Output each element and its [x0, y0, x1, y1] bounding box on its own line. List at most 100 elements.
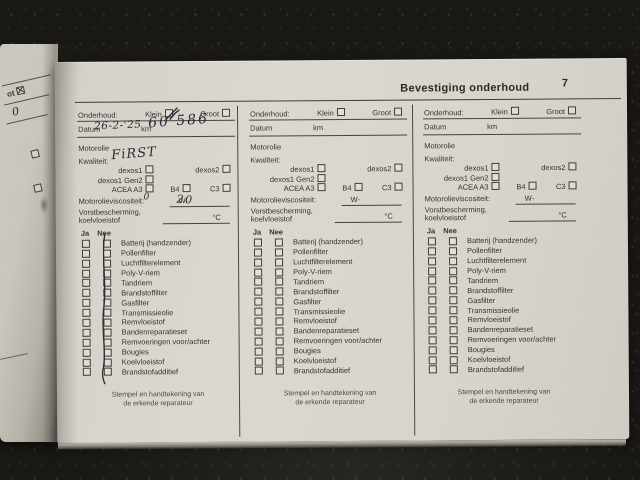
celsius-label: °C	[384, 211, 393, 221]
ja-checkbox	[428, 355, 437, 364]
checklist-item-label: Batterij (handzender)	[292, 237, 364, 247]
ja-checkbox	[254, 317, 263, 326]
dexos1-checkbox	[317, 164, 326, 173]
ja-checkbox	[82, 318, 91, 327]
c3-option: C3	[382, 182, 408, 192]
nee-label: Nee	[443, 226, 457, 236]
nee-checkbox	[275, 366, 284, 375]
checklist-item-label: Brandstoffilter	[467, 285, 514, 295]
handwritten-klein-checkmark	[165, 107, 180, 120]
motorolie-label: Motorolie	[78, 143, 110, 153]
left-page-handwritten-mark: 0	[10, 104, 21, 119]
klein-label: Klein	[491, 107, 508, 117]
ja-checkbox	[254, 258, 263, 267]
checklist-item-label: Remvloeistof	[293, 316, 337, 326]
ja-checkbox	[254, 357, 263, 366]
b4-option: B4	[326, 182, 363, 193]
acea-a3-checkbox	[317, 183, 326, 192]
klein-option: Klein	[491, 107, 519, 117]
checklist-item-label: Koelvloeistof	[121, 357, 165, 367]
checklist-item-label: Transmissieolie	[293, 306, 346, 316]
coolant-row: Vorstbescherming, koelvloeistof °C	[424, 204, 582, 223]
ja-checkbox	[82, 368, 91, 377]
checklist-item-label: Bandenreparatieset	[293, 326, 360, 336]
checklist-item-label: Bandenreparatieset	[121, 327, 188, 337]
stamp-line1: Stempel en handtekening van	[457, 388, 551, 397]
groot-label: Groot	[372, 108, 392, 118]
groot-option: Groot	[546, 106, 577, 116]
checklist-item-label: Transmissieolie	[467, 305, 520, 315]
dexos1-checkbox	[145, 165, 154, 174]
column-divider	[236, 105, 241, 437]
viscosity-row: Motorolieviscositeit: W-	[78, 195, 236, 207]
left-page-checkbox	[30, 149, 40, 159]
nee-checkbox	[275, 307, 284, 316]
checklist-item-label: Pollenfilter	[120, 248, 157, 258]
celsius-write-line: °C	[508, 210, 576, 222]
b4-label: B4	[516, 182, 526, 192]
w-label: W-	[178, 196, 189, 206]
nee-checkbox	[275, 267, 284, 276]
datum-row: Datum km	[77, 121, 235, 137]
ja-checkbox	[82, 269, 91, 278]
page-header: Bevestiging onderhoud	[355, 77, 575, 97]
checklist-item-label: Gasfilter	[467, 295, 496, 305]
viscosity-label: Motorolieviscositeit:	[424, 193, 491, 203]
acea-row: ACEA A3 B4 C3	[250, 182, 408, 194]
ja-checkbox	[254, 307, 263, 316]
ja-nee-header: Ja Nee	[253, 226, 408, 236]
stamp-line2: de erkende reparateur	[123, 399, 193, 408]
checklist-item-label: Koelvloeistof	[467, 354, 511, 365]
c3-option: C3	[556, 181, 582, 191]
klein-label: Klein	[145, 110, 162, 120]
nee-checkbox	[275, 317, 284, 326]
nee-checkbox	[275, 277, 284, 286]
spine-shadow	[42, 44, 78, 444]
acea-a3-label: ACEA A3	[457, 182, 489, 192]
dexos1-option: dexos1	[77, 165, 154, 175]
checklist-item-label: Bougies	[467, 345, 495, 355]
ja-checkbox	[428, 276, 437, 285]
checklist-item-label: Poly-V-riem	[467, 265, 506, 276]
coolant-label: Vorstbescherming, koelvloeistof	[250, 206, 313, 224]
viscosity-write-line: W-	[341, 194, 402, 206]
checklist-item-label: Tandriem	[121, 278, 153, 288]
nee-checkbox	[449, 345, 458, 354]
ja-checkbox	[82, 259, 91, 268]
celsius-write-line: °C	[162, 212, 230, 225]
viscosity-row: Motorolieviscositeit: W-	[250, 194, 408, 206]
ja-checkbox	[254, 268, 263, 277]
ja-checkbox	[428, 296, 437, 305]
coolant-row: Vorstbescherming, koelvloeistof °C	[250, 206, 408, 224]
dexos-row: dexos1 dexos2	[77, 164, 235, 176]
checklist-item-label: Pollenfilter	[292, 247, 329, 257]
b4-checkbox	[182, 184, 191, 193]
column-divider	[411, 104, 416, 436]
checklist-item-label: Brandstofadditief	[467, 364, 525, 375]
dexos1-gen2-checkbox	[317, 173, 326, 182]
groot-option: Groot	[200, 109, 231, 119]
dexos2-option: dexos2	[326, 163, 407, 174]
service-record-column-3: Onderhoud: Klein Groot Datum km Motoroli…	[423, 105, 583, 406]
checklist-item-label: Batterij (handzender)	[466, 235, 538, 246]
onderhoud-label: Onderhoud:	[250, 108, 290, 119]
groot-option: Groot	[372, 107, 403, 118]
b4-option: B4	[154, 184, 191, 194]
datum-row: Datum km	[249, 120, 407, 136]
acea-a3-checkbox	[145, 184, 154, 193]
ja-checkbox	[428, 256, 437, 266]
b4-label: B4	[342, 183, 352, 193]
right-page: Bevestiging onderhoud 7 Onderhoud: Klein…	[54, 58, 630, 443]
checklist-item-label: Brandstoffilter	[293, 286, 340, 297]
checklist-item-label: Luchtfilterelement	[293, 257, 353, 267]
nee-checkbox	[449, 335, 458, 345]
ja-checkbox	[428, 336, 437, 345]
celsius-label: °C	[212, 212, 221, 222]
checklist-item-label: Brandstofadditief	[121, 367, 179, 377]
ja-checkbox	[427, 237, 436, 246]
coolant-label: Vorstbescherming, koelvloeistof	[424, 204, 487, 222]
ja-checkbox	[82, 298, 91, 308]
dexos2-option: dexos2	[500, 162, 581, 172]
w-label: W-	[350, 194, 361, 204]
